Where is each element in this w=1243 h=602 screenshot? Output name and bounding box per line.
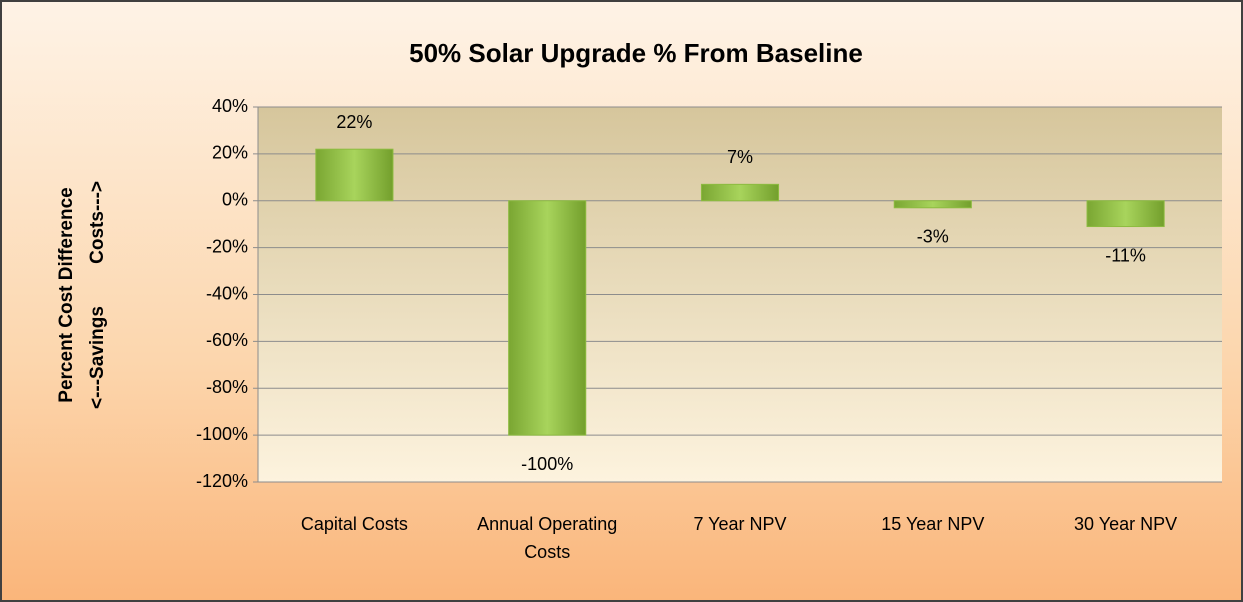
bar	[1086, 200, 1165, 228]
x-tick-label: Annual Operating Costs	[477, 514, 617, 562]
data-label: 22%	[336, 112, 372, 132]
y-tick-label: -100%	[196, 424, 248, 444]
y-tick-label: -20%	[206, 236, 248, 256]
y-tick-label: -120%	[196, 471, 248, 491]
x-tick-label: 7 Year NPV	[693, 514, 786, 534]
bar	[508, 200, 587, 436]
bar	[893, 200, 972, 209]
bar	[700, 183, 780, 202]
x-tick-label: 15 Year NPV	[881, 514, 984, 534]
y-tick-label: -80%	[206, 377, 248, 397]
data-label: -11%	[1105, 245, 1146, 265]
y-tick-label: 40%	[212, 96, 248, 116]
y-axis-label: Percent Cost Difference	[56, 187, 77, 402]
data-label: -3%	[917, 227, 949, 247]
bar	[315, 148, 394, 202]
y-tick-label: 0%	[222, 190, 248, 210]
y-tick-label: 20%	[212, 143, 248, 163]
chart-title: 50% Solar Upgrade % From Baseline	[409, 38, 863, 68]
x-tick-label: 30 Year NPV	[1074, 514, 1177, 534]
data-label: 7%	[727, 147, 753, 167]
y-tick-label: -40%	[206, 283, 248, 303]
y-tick-label: -60%	[206, 330, 248, 350]
y-axis-label: <---Savings Costs--->	[87, 181, 108, 409]
data-label: -100%	[521, 454, 573, 474]
x-tick-label: Capital Costs	[301, 514, 408, 534]
